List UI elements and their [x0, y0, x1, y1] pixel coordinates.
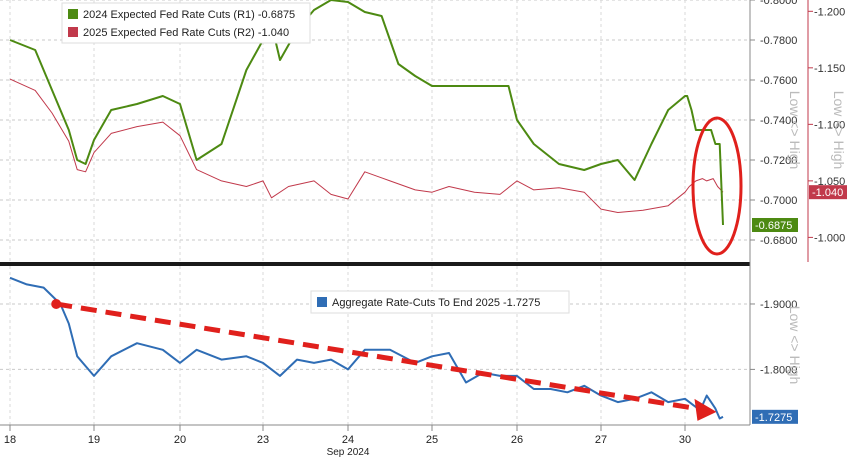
series-2025-expected-cuts — [9, 78, 724, 213]
legend-label-2025: 2025 Expected Fed Rate Cuts (R2) -1.040 — [83, 27, 289, 39]
r1-tick-label: -0.7200 — [760, 155, 797, 167]
r1-tick-label: -0.7400 — [760, 115, 797, 127]
x-tick-label: 26 — [511, 434, 523, 446]
x-tick-label: 23 — [257, 434, 269, 446]
r2-side-label: Low <> High — [831, 91, 847, 170]
x-tick-label: 27 — [595, 434, 607, 446]
last-value-2024: -0.6875 — [755, 220, 792, 232]
x-tick-label: 19 — [88, 434, 100, 446]
last-value-2025-box — [809, 185, 847, 200]
last-value-2024-box — [752, 218, 798, 232]
bottom-axis-tick-label: -1.8000 — [760, 364, 797, 376]
r1-tick-label: -0.6800 — [760, 235, 797, 247]
top-legend-box — [61, 2, 311, 44]
r1-tick-label: -0.7600 — [760, 75, 797, 87]
legend-swatch-aggregate — [317, 297, 327, 307]
r1-tick-label: -0.7800 — [760, 35, 797, 47]
legend-swatch-2024 — [68, 9, 78, 19]
last-value-2025: -1.040 — [812, 187, 843, 199]
legend-label-2024: 2024 Expected Fed Rate Cuts (R1) -0.6875 — [83, 9, 295, 21]
r2-tick-label: -1.050 — [814, 176, 845, 188]
x-tick-label: 24 — [342, 434, 354, 446]
last-value-aggregate-box — [752, 409, 798, 424]
x-tick-label: 18 — [4, 434, 16, 446]
bottom-legend-box — [310, 290, 570, 314]
x-tick-label: 30 — [679, 434, 691, 446]
r1-side-label: Low <> High — [787, 91, 803, 170]
x-tick-label: 25 — [426, 434, 438, 446]
bottom-axis-tick-label: -1.9000 — [760, 299, 797, 311]
last-value-aggregate: -1.7275 — [755, 412, 792, 424]
series-2024-expected-cuts — [9, 0, 724, 226]
r1-tick-label: -0.7000 — [760, 195, 797, 207]
r2-tick-label: -1.200 — [814, 6, 845, 18]
trend-arrow-start — [51, 298, 62, 309]
trend-arrow-head — [694, 398, 717, 421]
r1-tick-label: -0.8000 — [760, 0, 797, 7]
highlight-ellipse — [691, 116, 743, 256]
top-panel-grid — [0, 0, 750, 262]
legend-label-aggregate: Aggregate Rate-Cuts To End 2025 -1.7275 — [332, 297, 540, 309]
r2-tick-label: -1.000 — [814, 232, 845, 244]
trend-arrow-shaft — [55, 301, 699, 412]
x-tick-label: 20 — [174, 434, 186, 446]
panel-divider — [0, 262, 750, 266]
series-aggregate-rate-cuts — [9, 276, 724, 420]
legend-swatch-2025 — [68, 27, 78, 37]
r2-tick-label: -1.150 — [814, 63, 845, 75]
bottom-side-label: Low <> High — [787, 306, 803, 385]
r2-tick-label: -1.100 — [814, 119, 845, 131]
x-axis-sublabel: Sep 2024 — [327, 447, 370, 457]
